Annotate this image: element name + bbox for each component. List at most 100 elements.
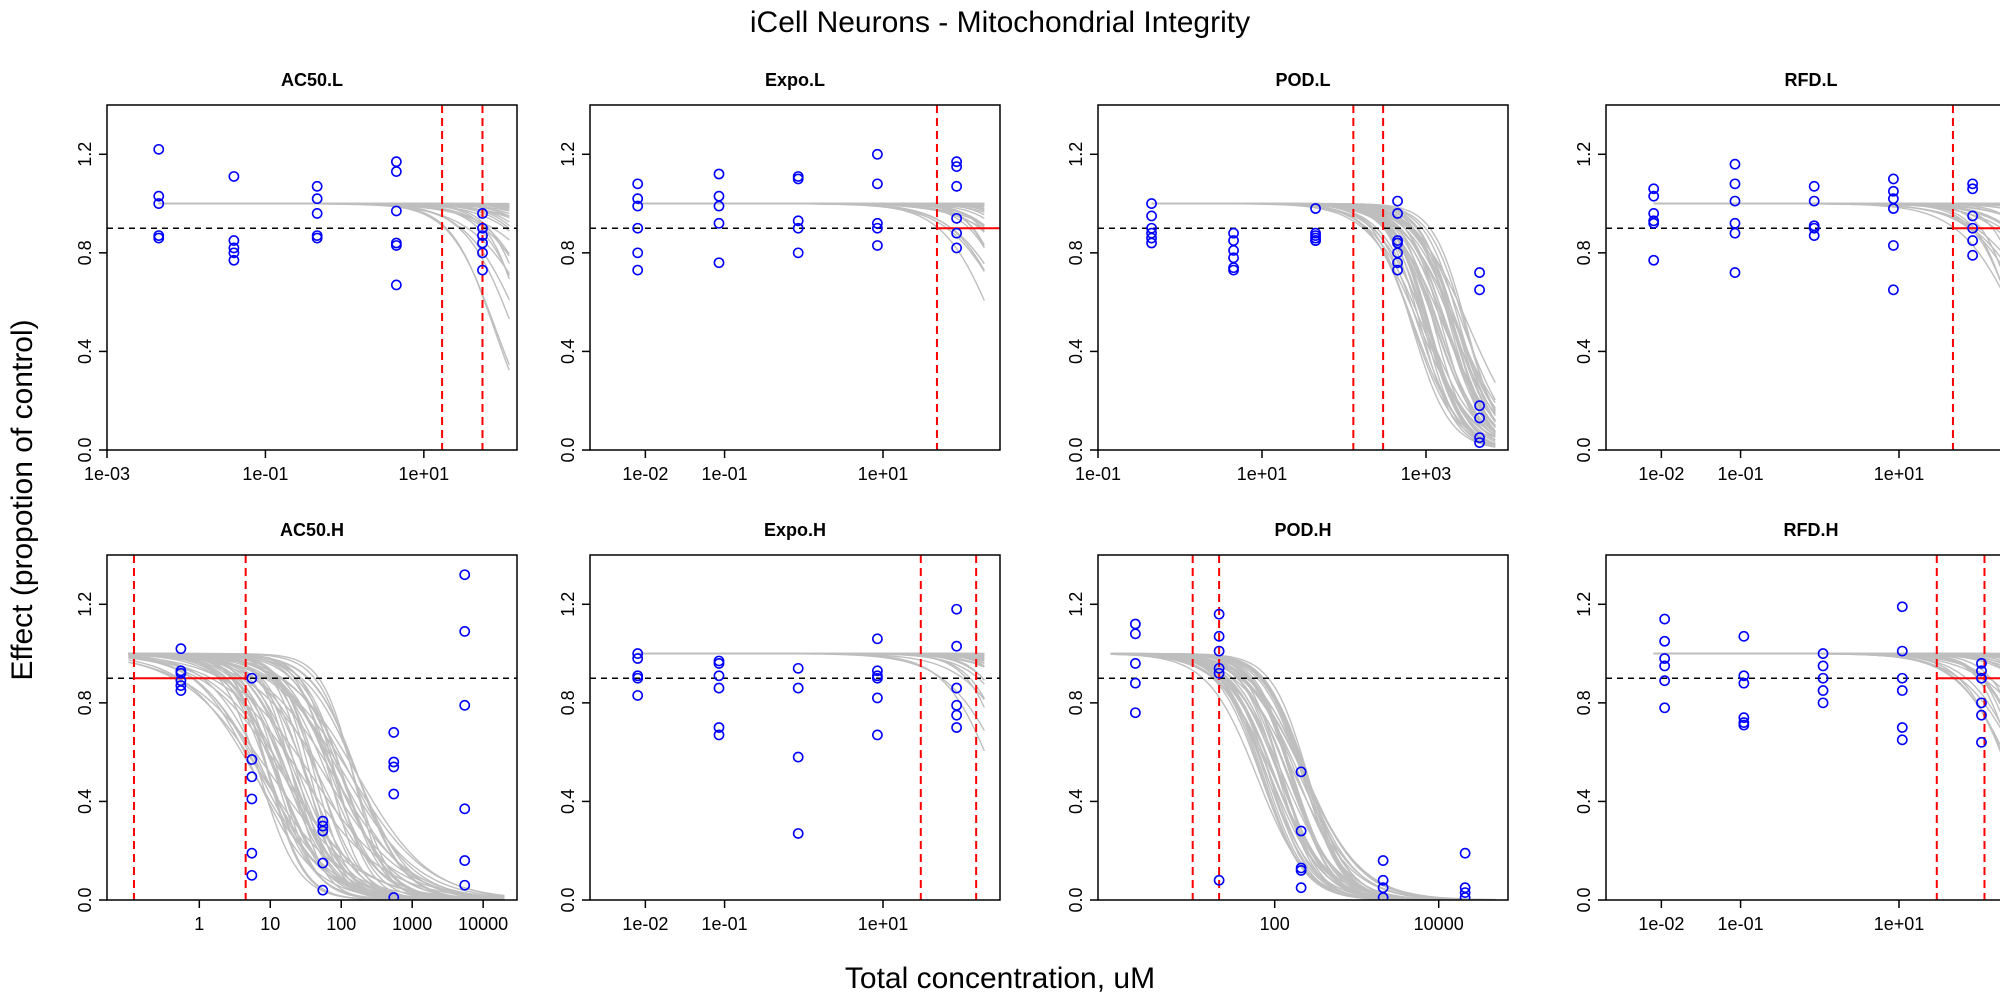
response-curve bbox=[1151, 202, 1496, 445]
data-point bbox=[1976, 665, 1987, 677]
x-tick-label: 1e-01 bbox=[1718, 464, 1764, 484]
data-point bbox=[792, 682, 804, 694]
response-curve bbox=[158, 202, 510, 320]
data-point bbox=[311, 208, 323, 219]
data-point bbox=[388, 756, 400, 768]
data-point bbox=[872, 672, 883, 684]
response-curve bbox=[637, 652, 985, 656]
panel-title: AC50.H bbox=[280, 520, 344, 540]
data-point bbox=[951, 161, 963, 173]
data-point bbox=[1896, 685, 1908, 696]
x-tick-label: 1e+01 bbox=[858, 464, 909, 484]
data-point bbox=[1659, 635, 1671, 647]
response-curve bbox=[128, 652, 505, 900]
data-point bbox=[246, 847, 258, 859]
y-tick-label: 0.0 bbox=[558, 887, 578, 912]
y-tick-label: 1.2 bbox=[1574, 142, 1594, 167]
data-point bbox=[1295, 825, 1307, 837]
figure-title: iCell Neurons - Mitochondrial Integrity bbox=[750, 6, 1250, 39]
data-point bbox=[1659, 613, 1671, 625]
data-point bbox=[246, 754, 258, 765]
data-point bbox=[1129, 628, 1141, 640]
data-point bbox=[1808, 180, 1820, 192]
data-point bbox=[1377, 892, 1389, 900]
data-point bbox=[1392, 208, 1403, 219]
data-point bbox=[246, 672, 258, 684]
data-point bbox=[317, 820, 329, 832]
data-point bbox=[1459, 847, 1471, 859]
data-point bbox=[1738, 719, 1750, 731]
response-curve bbox=[1151, 202, 1496, 423]
response-curve bbox=[1653, 202, 2000, 267]
y-tick-label: 0.8 bbox=[558, 240, 578, 265]
data-point bbox=[1896, 601, 1908, 613]
data-point bbox=[1888, 203, 1899, 214]
data-point bbox=[1738, 712, 1750, 724]
data-point bbox=[951, 227, 963, 239]
data-point bbox=[1817, 685, 1829, 696]
data-point bbox=[1146, 210, 1157, 222]
data-point bbox=[1648, 217, 1660, 229]
panel-frame bbox=[106, 104, 518, 451]
data-point bbox=[1129, 707, 1141, 719]
response-curve bbox=[637, 652, 985, 752]
data-point bbox=[1817, 697, 1829, 709]
response-curve bbox=[1151, 202, 1496, 423]
x-tick-label: 1e+01 bbox=[1237, 464, 1288, 484]
data-point bbox=[1817, 672, 1829, 684]
y-tick-label: 0.8 bbox=[75, 690, 95, 715]
data-point bbox=[311, 193, 323, 205]
panel-ac50-l: AC50.L 0.0 0.4 0.8 1.2 1e-03 1e-01 1e+01 bbox=[75, 70, 518, 484]
y-tick-label: 0.4 bbox=[1574, 339, 1594, 364]
response-curve bbox=[637, 652, 985, 700]
data-point bbox=[390, 156, 402, 168]
data-point bbox=[1129, 658, 1141, 669]
data-point bbox=[175, 643, 187, 655]
y-tick-label: 0.0 bbox=[1066, 437, 1086, 462]
data-point bbox=[1295, 865, 1307, 876]
data-point bbox=[951, 709, 963, 721]
data-point bbox=[1967, 249, 1979, 261]
panel-frame bbox=[1605, 104, 2000, 451]
response-curve bbox=[637, 652, 985, 731]
data-point bbox=[1976, 658, 1987, 669]
data-point bbox=[1648, 183, 1660, 195]
data-point bbox=[1729, 227, 1741, 239]
data-point bbox=[477, 222, 488, 234]
data-point bbox=[1896, 722, 1908, 733]
data-point bbox=[459, 855, 471, 866]
data-point bbox=[1213, 667, 1225, 679]
data-point bbox=[1888, 173, 1899, 185]
data-point bbox=[1976, 697, 1987, 709]
data-point bbox=[951, 180, 963, 192]
response-curve bbox=[637, 202, 985, 265]
response-curve bbox=[158, 202, 510, 208]
response-curve bbox=[128, 656, 505, 899]
x-tick-label: 1e-01 bbox=[702, 464, 748, 484]
data-point bbox=[228, 235, 240, 246]
x-tick-label: 1e-01 bbox=[1075, 464, 1121, 484]
data-point bbox=[1808, 222, 1820, 234]
data-point bbox=[1295, 766, 1307, 778]
data-point bbox=[1659, 702, 1671, 714]
response-curve bbox=[1110, 653, 1497, 900]
data-point bbox=[1976, 736, 1987, 748]
response-curve bbox=[637, 202, 985, 272]
panel-title: POD.H bbox=[1274, 520, 1331, 540]
data-point bbox=[792, 222, 804, 234]
y-tick-label: 0.8 bbox=[1066, 240, 1086, 265]
data-point bbox=[390, 166, 402, 177]
data-point bbox=[1213, 608, 1225, 620]
data-point bbox=[388, 761, 400, 773]
data-point bbox=[1474, 267, 1485, 278]
plot-area bbox=[1098, 555, 1508, 900]
y-tick-label: 0.8 bbox=[1574, 240, 1594, 265]
data-point bbox=[872, 692, 883, 704]
data-point bbox=[1129, 618, 1141, 630]
data-point bbox=[1310, 203, 1321, 214]
y-tick-label: 0.4 bbox=[558, 789, 578, 814]
panel-pod-h: POD.H 0.0 0.4 0.8 1.2 100 10000 bbox=[1066, 520, 1509, 934]
data-point bbox=[317, 857, 329, 869]
panel-frame bbox=[1097, 104, 1509, 451]
